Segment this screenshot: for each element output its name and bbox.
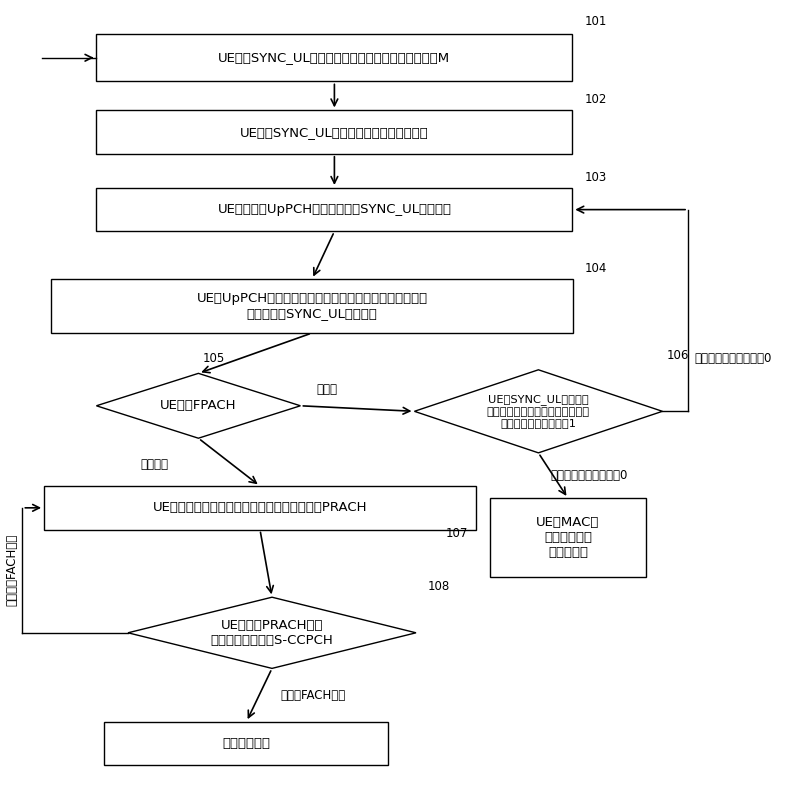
- Text: 随机接入成功: 随机接入成功: [222, 737, 270, 750]
- Text: 103: 103: [584, 171, 606, 184]
- Bar: [104, 721, 389, 766]
- Text: 监听到: 监听到: [317, 384, 338, 396]
- Text: UE采用特定的功率在特定的时间向网络侧发送PRACH: UE采用特定的功率在特定的时间向网络侧发送PRACH: [153, 501, 367, 514]
- Text: 105: 105: [202, 353, 225, 365]
- Polygon shape: [414, 370, 662, 452]
- Bar: [96, 110, 573, 153]
- Text: 101: 101: [584, 15, 606, 28]
- Text: UE在UpPCH子信道上或者高层通知的其他上行接入位置上
发送选定的SYNC_UL签名序列: UE在UpPCH子信道上或者高层通知的其他上行接入位置上 发送选定的SYNC_U…: [197, 292, 427, 320]
- Text: UE在发送PRACH后，
在预定时长内监听S-CCPCH: UE在发送PRACH后， 在预定时长内监听S-CCPCH: [210, 619, 334, 647]
- Text: 最大重传计数器值等于0: 最大重传计数器值等于0: [550, 469, 628, 482]
- Text: 106: 106: [666, 349, 689, 361]
- Bar: [490, 498, 646, 577]
- Text: UE选择一个UpPCH子信道和一个SYNC_UL签名序列: UE选择一个UpPCH子信道和一个SYNC_UL签名序列: [218, 203, 451, 216]
- Text: 104: 104: [585, 263, 607, 275]
- Text: 监听到FACH消息: 监听到FACH消息: [280, 689, 346, 702]
- Text: 最大重传计数器值大于0: 最大重传计数器值大于0: [694, 352, 772, 365]
- Bar: [96, 187, 573, 231]
- Text: 108: 108: [428, 581, 450, 593]
- Text: UE监听FPACH: UE监听FPACH: [160, 399, 237, 412]
- Text: 未监听到: 未监听到: [141, 458, 169, 471]
- Text: UE将SYNC_UL签名序列
的发射功率增加一个步长，将所述
最大重传计数器的值减1: UE将SYNC_UL签名序列 的发射功率增加一个步长，将所述 最大重传计数器的值…: [487, 394, 590, 429]
- Text: UE设置SYNC_UL签名序列的最大重传计数器的初始值M: UE设置SYNC_UL签名序列的最大重传计数器的初始值M: [218, 51, 450, 64]
- Text: 107: 107: [446, 528, 468, 540]
- Bar: [96, 34, 573, 81]
- Polygon shape: [96, 373, 301, 438]
- Polygon shape: [128, 597, 416, 668]
- Bar: [44, 486, 476, 530]
- Bar: [51, 279, 573, 333]
- Text: 未监听到FACH消息: 未监听到FACH消息: [6, 534, 18, 607]
- Text: 102: 102: [584, 93, 606, 106]
- Text: UE设置SYNC_UL签名序列的初始发送功率值: UE设置SYNC_UL签名序列的初始发送功率值: [240, 126, 429, 138]
- Text: UE向MAC子
层上报随机接
入失败消息: UE向MAC子 层上报随机接 入失败消息: [536, 517, 600, 559]
